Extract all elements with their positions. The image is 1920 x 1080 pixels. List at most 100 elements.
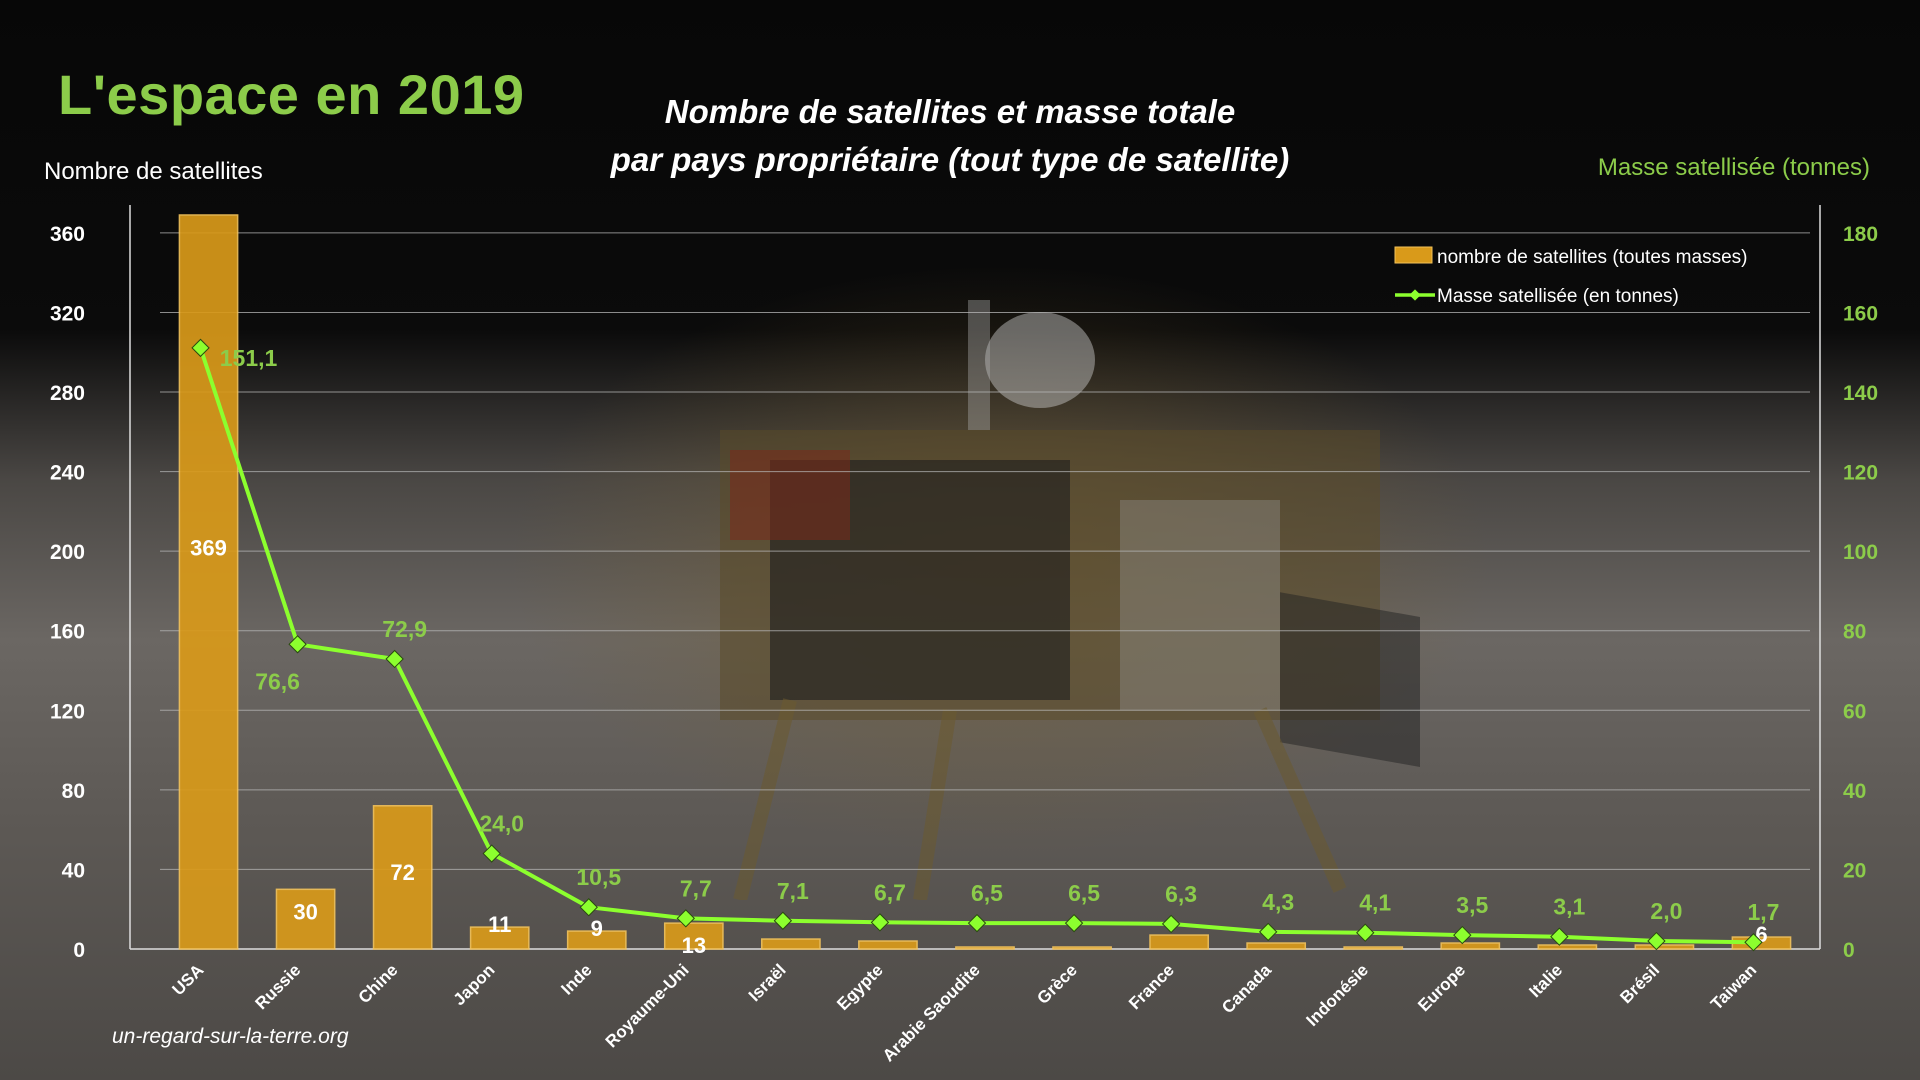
mass-data-label: 76,6 — [255, 668, 300, 694]
y-right-tick-label: 100 — [1843, 541, 1878, 564]
page-title: L'espace en 2019 — [58, 63, 525, 126]
mass-point-marker — [1647, 931, 1666, 951]
bar-data-label: 72 — [390, 860, 414, 885]
y-left-tick-label: 160 — [50, 621, 85, 644]
x-tick-label: Arabie Saoudite — [879, 960, 984, 1065]
bar — [1149, 934, 1209, 950]
legend-bar-label: nombre de satellites (toutes masses) — [1437, 247, 1747, 268]
bar — [1052, 946, 1112, 950]
x-tick-label: Brésil — [1616, 960, 1663, 1007]
y-left-tick-label: 360 — [50, 223, 85, 246]
mass-data-label: 6,3 — [1165, 881, 1197, 907]
mass-data-label: 6,5 — [971, 880, 1003, 906]
bar — [761, 938, 821, 950]
mass-point-marker — [288, 635, 307, 654]
x-tick-label: Europe — [1414, 960, 1469, 1015]
x-tick-label: Canada — [1218, 960, 1275, 1017]
y-right-tick-label: 120 — [1843, 462, 1878, 485]
mass-data-label: 3,1 — [1553, 894, 1585, 920]
bar-data-label: 9 — [591, 916, 603, 941]
mass-point-marker — [1744, 933, 1763, 952]
mass-point-marker — [1550, 927, 1569, 946]
x-tick-label: Indonésie — [1303, 960, 1373, 1030]
bar — [372, 805, 433, 950]
mass-data-label: 151,1 — [220, 345, 278, 371]
mass-point-marker — [773, 911, 793, 930]
bar — [663, 922, 724, 950]
y-right-tick-label: 140 — [1843, 382, 1878, 405]
y-left-tick-label: 240 — [50, 462, 85, 485]
source-credit: un-regard-sur-la-terre.org — [112, 1025, 349, 1048]
mass-data-label: 4,1 — [1359, 890, 1391, 916]
chart-title: Nombre de satellites et masse totale par… — [520, 88, 1380, 184]
x-tick-label: Israël — [745, 960, 790, 1005]
mass-series-line — [198, 347, 1754, 945]
legend-line-label: Masse satellisée (en tonnes) — [1437, 286, 1679, 307]
bar — [1537, 944, 1598, 950]
mass-point-marker — [676, 909, 696, 928]
bar — [275, 888, 336, 950]
mass-data-label: 4,3 — [1262, 889, 1294, 915]
x-tick-label: Italie — [1525, 960, 1566, 1001]
mass-data-label: 1,7 — [1747, 899, 1779, 925]
legend-line-marker — [1409, 289, 1421, 301]
bar — [566, 930, 627, 950]
mass-point-marker — [1258, 922, 1278, 942]
mass-point-marker — [1161, 914, 1181, 934]
mass-point-marker — [1064, 913, 1084, 933]
x-tick-label: France — [1125, 960, 1178, 1013]
bar — [1343, 946, 1404, 950]
x-tick-label: Grèce — [1033, 960, 1081, 1008]
mass-point-marker — [482, 844, 501, 863]
x-tick-label: Egypte — [833, 960, 887, 1014]
bar — [178, 214, 239, 950]
y-right-tick-label: 20 — [1843, 859, 1866, 882]
mass-point-marker — [191, 338, 210, 358]
bar — [955, 946, 1015, 950]
chart-title-line-2: par pays propriétaire (tout type de sate… — [610, 141, 1290, 178]
chart-title-line-1: Nombre de satellites et masse totale — [664, 93, 1236, 130]
mass-data-label: 7,1 — [777, 878, 809, 904]
y-left-tick-label: 280 — [50, 382, 85, 405]
y-left-tick-label: 320 — [50, 302, 85, 325]
mass-data-label: 3,5 — [1456, 892, 1488, 918]
mass-point-marker — [870, 913, 890, 932]
y-axis-left-label: Nombre de satellites — [44, 158, 263, 185]
x-tick-label: USA — [169, 960, 208, 999]
y-right-tick-label: 80 — [1843, 621, 1866, 644]
bar-data-label: 30 — [293, 899, 317, 924]
mass-point-marker — [967, 913, 987, 933]
y-left-tick-label: 0 — [73, 939, 85, 962]
x-tick-label: Royaume-Uni — [602, 960, 693, 1051]
y-left-tick-label: 200 — [50, 541, 85, 564]
mass-data-label: 2,0 — [1650, 898, 1682, 924]
y-right-tick-label: 160 — [1843, 302, 1878, 325]
y-axis-right-label: Masse satellisée (tonnes) — [1597, 154, 1870, 181]
bar — [1634, 944, 1695, 950]
mass-point-marker — [1453, 925, 1472, 945]
bar-data-label: 11 — [488, 912, 511, 937]
y-right-tick-label: 0 — [1843, 939, 1855, 962]
mass-point-marker — [385, 649, 404, 669]
y-left-tick-label: 120 — [50, 700, 85, 723]
x-tick-label: Inde — [557, 960, 595, 998]
y-right-tick-label: 40 — [1843, 780, 1866, 803]
x-tick-label: Russie — [252, 960, 305, 1013]
mass-data-label: 6,7 — [874, 879, 906, 905]
mass-data-label: 7,7 — [680, 875, 712, 901]
legend-bar-swatch — [1394, 246, 1433, 264]
mass-data-label: 24,0 — [479, 811, 524, 837]
bar-data-label: 369 — [190, 535, 227, 560]
y-left-tick-label: 40 — [62, 859, 85, 882]
x-tick-label: Chine — [355, 960, 402, 1007]
bar-data-label: 13 — [682, 933, 706, 958]
bar — [469, 926, 530, 950]
mass-point-marker — [1356, 923, 1375, 942]
bar — [1440, 942, 1501, 950]
mass-point-marker — [579, 898, 598, 917]
mass-data-label: 10,5 — [576, 864, 621, 890]
x-tick-label: Japon — [450, 960, 499, 1009]
x-tick-label: Taiwan — [1707, 960, 1760, 1013]
